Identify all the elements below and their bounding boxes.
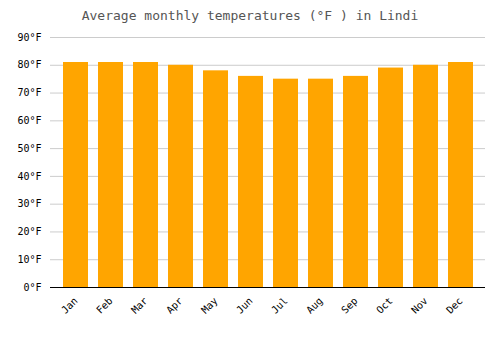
svg-text:Nov: Nov — [409, 295, 430, 316]
svg-text:40°F: 40°F — [17, 171, 41, 182]
svg-text:Apr: Apr — [164, 295, 185, 316]
svg-text:10°F: 10°F — [17, 254, 41, 265]
svg-text:Aug: Aug — [304, 295, 325, 316]
svg-text:50°F: 50°F — [17, 143, 41, 154]
svg-text:Jan: Jan — [59, 295, 80, 316]
svg-text:30°F: 30°F — [17, 198, 41, 209]
svg-text:80°F: 80°F — [17, 59, 41, 70]
svg-text:Jul: Jul — [269, 295, 290, 316]
svg-text:Feb: Feb — [94, 295, 115, 316]
svg-text:90°F: 90°F — [17, 32, 41, 43]
svg-text:Dec: Dec — [444, 295, 465, 316]
svg-text:20°F: 20°F — [17, 226, 41, 237]
svg-text:Mar: Mar — [129, 295, 150, 316]
html-text:Average monthly temperatures (: Average monthly temperatures (°F ) in Li… — [81, 8, 419, 23]
svg-text:May: May — [199, 295, 220, 316]
svg-text:Oct: Oct — [374, 295, 395, 316]
svg-text:Jun: Jun — [234, 295, 255, 316]
svg-text:70°F: 70°F — [17, 87, 41, 98]
svg-text:0°F: 0°F — [23, 282, 41, 293]
svg-text:60°F: 60°F — [17, 115, 41, 126]
svg-text:Sep: Sep — [339, 295, 360, 316]
